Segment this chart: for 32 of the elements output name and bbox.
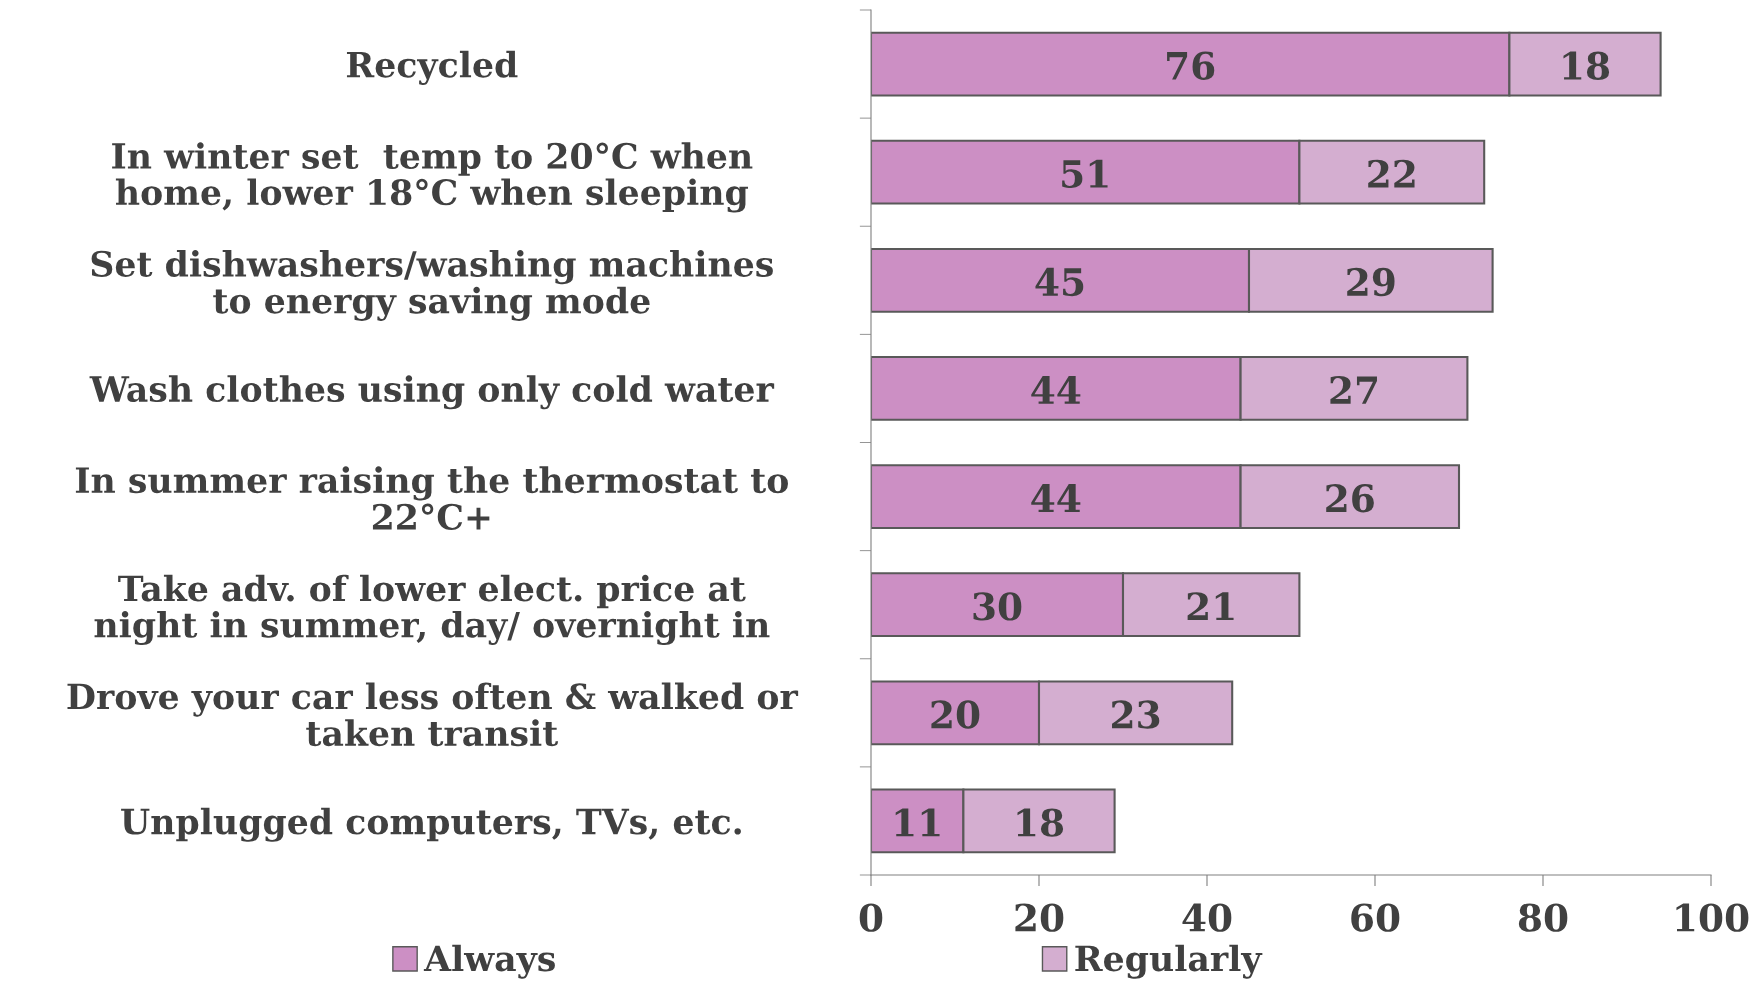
data-label: 26: [1326, 484, 1374, 513]
y-tick-label: In winter set temp to 20°C when home, lower 18°C when sleeping: [112, 142, 753, 213]
x-tick-label: 100: [1676, 903, 1749, 932]
y-tick-label: Take adv. of lower elect. price at night in summer, day/ overnight in: [94, 574, 770, 646]
y-tick-label: In summer raising the thermostat to 22°C+: [75, 466, 788, 530]
x-tick-label: 20: [1015, 903, 1064, 932]
y-tick-label: Set dishwashers/washing machines to energy saving mode: [91, 250, 773, 321]
y-tick-label: Recycled: [346, 50, 518, 85]
data-label: 11: [895, 808, 940, 837]
data-label: 27: [1330, 375, 1377, 404]
y-tick-label: Wash clothes using only cold water: [89, 375, 775, 410]
data-label: 44: [1031, 484, 1081, 512]
data-label: 23: [1112, 700, 1160, 729]
data-label: 20: [931, 700, 980, 729]
data-label: 21: [1187, 592, 1234, 621]
x-tick-label: 60: [1351, 903, 1400, 932]
data-label: 18: [1017, 808, 1064, 837]
data-label: 51: [1062, 159, 1108, 189]
legend-label: Regularly: [1075, 944, 1263, 979]
y-tick-label: Unplugged computers, TVs, etc.: [121, 807, 741, 842]
data-label: 22: [1368, 159, 1415, 188]
legend-label: Always: [423, 944, 555, 979]
data-label: 30: [973, 592, 1022, 621]
data-label: 29: [1347, 267, 1395, 297]
data-label: 76: [1167, 51, 1215, 80]
x-tick-label: 0: [859, 903, 883, 932]
x-tick-label: 40: [1182, 903, 1232, 932]
y-tick-label: Drove your car less often & walked or taken transit: [67, 682, 799, 747]
data-label: 18: [1563, 51, 1610, 80]
x-tick-label: 80: [1518, 903, 1568, 932]
data-label: 45: [1035, 267, 1084, 297]
data-label: 44: [1031, 375, 1081, 404]
